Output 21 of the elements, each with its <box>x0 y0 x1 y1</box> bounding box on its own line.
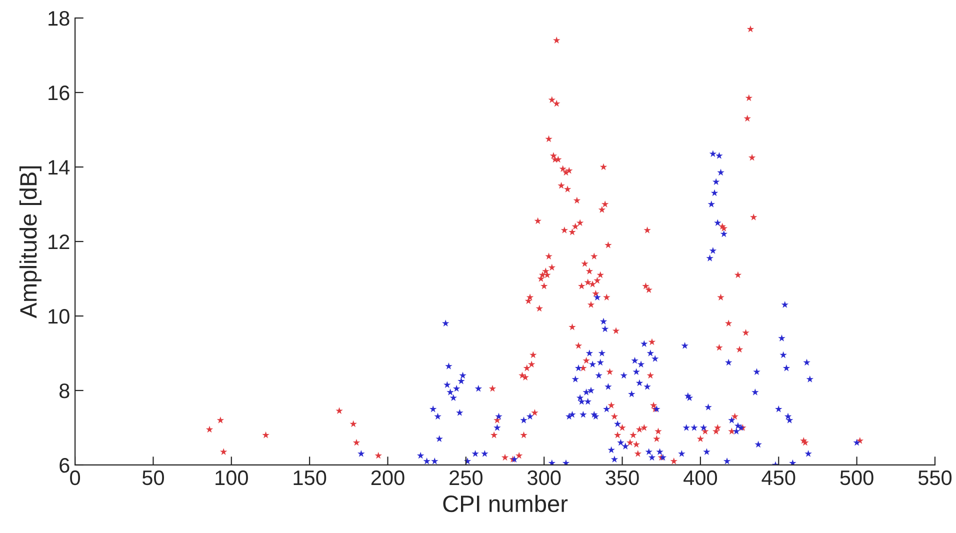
x-tick-label: 450 <box>762 470 796 486</box>
x-tick-label: 350 <box>606 470 639 486</box>
y-tick-label: 18 <box>48 11 70 26</box>
x-axis-title: CPI number <box>443 494 568 512</box>
y-axis-title: Amplitude [dB] <box>19 166 42 318</box>
x-tick-label: 150 <box>294 470 326 486</box>
y-tick-label: 8 <box>60 383 70 398</box>
x-tick-label: 500 <box>840 470 874 486</box>
y-tick-label: 6 <box>60 458 70 473</box>
y-tick-label: 10 <box>48 309 70 324</box>
y-tick-label: 12 <box>48 234 70 250</box>
x-tick-label: 550 <box>918 470 952 486</box>
x-tick-label: 100 <box>216 470 248 486</box>
x-tick-label: 0 <box>70 470 80 486</box>
x-tick-label: 200 <box>371 470 404 486</box>
x-tick-label: 50 <box>142 470 164 486</box>
x-tick-label: 400 <box>684 470 718 486</box>
y-tick-label: 16 <box>48 86 70 100</box>
x-tick-label: 300 <box>528 470 561 486</box>
x-tick-label: 250 <box>450 470 482 486</box>
y-tick-label: 14 <box>48 160 70 175</box>
